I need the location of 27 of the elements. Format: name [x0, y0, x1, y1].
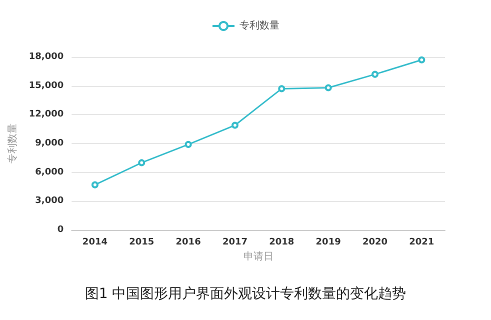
text: 图1 中国图形用户界面外观设计专利数量的变化趋势: [84, 286, 406, 302]
point: [91, 181, 98, 188]
y-tick-label: 12,000: [28, 110, 64, 120]
point: [231, 122, 238, 129]
point: [324, 84, 332, 92]
y-tick-label: 15,000: [28, 80, 64, 91]
x-tick-label: 2015: [129, 238, 154, 248]
x-tick-label: 2019: [316, 238, 341, 248]
y-tick-label: 3,000: [35, 196, 64, 206]
y-tick-label: 9,000: [35, 138, 64, 148]
point: [138, 159, 146, 166]
y-tick-label: 18,000: [28, 52, 64, 62]
x-tick-label: 2017: [222, 238, 248, 248]
y-tick-label: 6,000: [35, 167, 64, 178]
x-tick-label: 2021: [409, 238, 434, 248]
point: [278, 85, 286, 92]
y-axis-title: 专利数量: [6, 124, 18, 164]
x-tick-label: 2016: [176, 238, 201, 248]
point: [184, 140, 192, 148]
point: [372, 70, 378, 78]
point: [418, 56, 426, 64]
legend-label: 专利数量: [240, 20, 280, 32]
x-tick-label: 2018: [269, 238, 294, 248]
x-axis-title: 申请日: [243, 250, 274, 262]
x-tick-label: 2014: [82, 238, 108, 248]
y-tick-label: 0: [57, 225, 64, 235]
x-tick-label: 2020: [362, 238, 388, 248]
